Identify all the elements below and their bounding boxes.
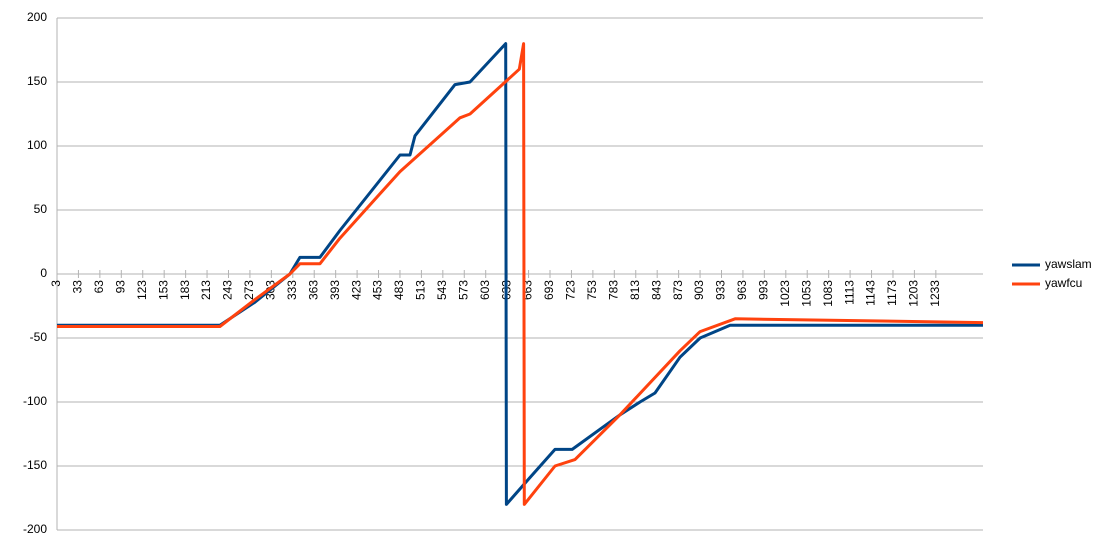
x-tick-label: 93 <box>113 280 127 294</box>
x-tick-label: 1173 <box>885 280 899 306</box>
x-tick-label: 333 <box>285 280 299 300</box>
x-tick-label: 213 <box>199 280 213 300</box>
y-tick-label: 100 <box>27 138 47 152</box>
x-tick-label: 573 <box>456 280 470 300</box>
x-tick-label: 873 <box>671 280 685 300</box>
y-tick-label: 0 <box>40 266 47 280</box>
x-tick-label: 783 <box>606 280 620 300</box>
x-tick-label: 813 <box>628 280 642 300</box>
x-tick-label: 153 <box>156 280 170 300</box>
x-tick-label: 33 <box>71 280 85 294</box>
y-tick-label: 150 <box>27 74 47 88</box>
x-tick-label: 453 <box>371 280 385 300</box>
y-tick-label: -150 <box>23 458 47 472</box>
y-tick-label: -200 <box>23 522 47 536</box>
x-tick-label: 843 <box>649 280 663 300</box>
series-line <box>57 42 984 506</box>
x-tick-label: 3 <box>49 280 63 287</box>
x-tick-label: 363 <box>306 280 320 300</box>
y-tick-label: -50 <box>30 330 48 344</box>
x-tick-label: 693 <box>542 280 556 300</box>
x-tick-label: 123 <box>135 280 149 300</box>
legend-label: yawfcu <box>1045 276 1082 290</box>
x-tick-label: 423 <box>349 280 363 300</box>
x-tick-label: 963 <box>735 280 749 300</box>
x-tick-label: 753 <box>585 280 599 300</box>
x-tick-label: 723 <box>564 280 578 300</box>
legend-label: yawslam <box>1045 257 1092 271</box>
x-tick-label: 543 <box>435 280 449 300</box>
x-tick-label: 603 <box>478 280 492 300</box>
x-tick-label: 393 <box>328 280 342 300</box>
x-tick-label: 903 <box>692 280 706 300</box>
x-tick-label: 1083 <box>821 280 835 307</box>
y-tick-label: 200 <box>27 10 47 24</box>
x-tick-label: 1233 <box>928 280 942 307</box>
x-tick-label: 243 <box>221 280 235 300</box>
x-tick-label: 513 <box>414 280 428 300</box>
y-tick-label: -100 <box>23 394 47 408</box>
x-tick-label: 1203 <box>907 280 921 307</box>
x-tick-label: 63 <box>92 280 106 294</box>
x-tick-label: 1023 <box>778 280 792 307</box>
x-tick-label: 993 <box>757 280 771 300</box>
x-tick-label: 1113 <box>842 280 856 305</box>
x-tick-label: 933 <box>714 280 728 300</box>
y-tick-label: 50 <box>34 202 48 216</box>
x-tick-label: 1053 <box>799 280 813 307</box>
x-tick-label: 483 <box>392 280 406 300</box>
x-tick-label: 183 <box>178 280 192 300</box>
x-tick-label: 1143 <box>864 280 878 306</box>
x-tick-label: 273 <box>242 280 256 300</box>
